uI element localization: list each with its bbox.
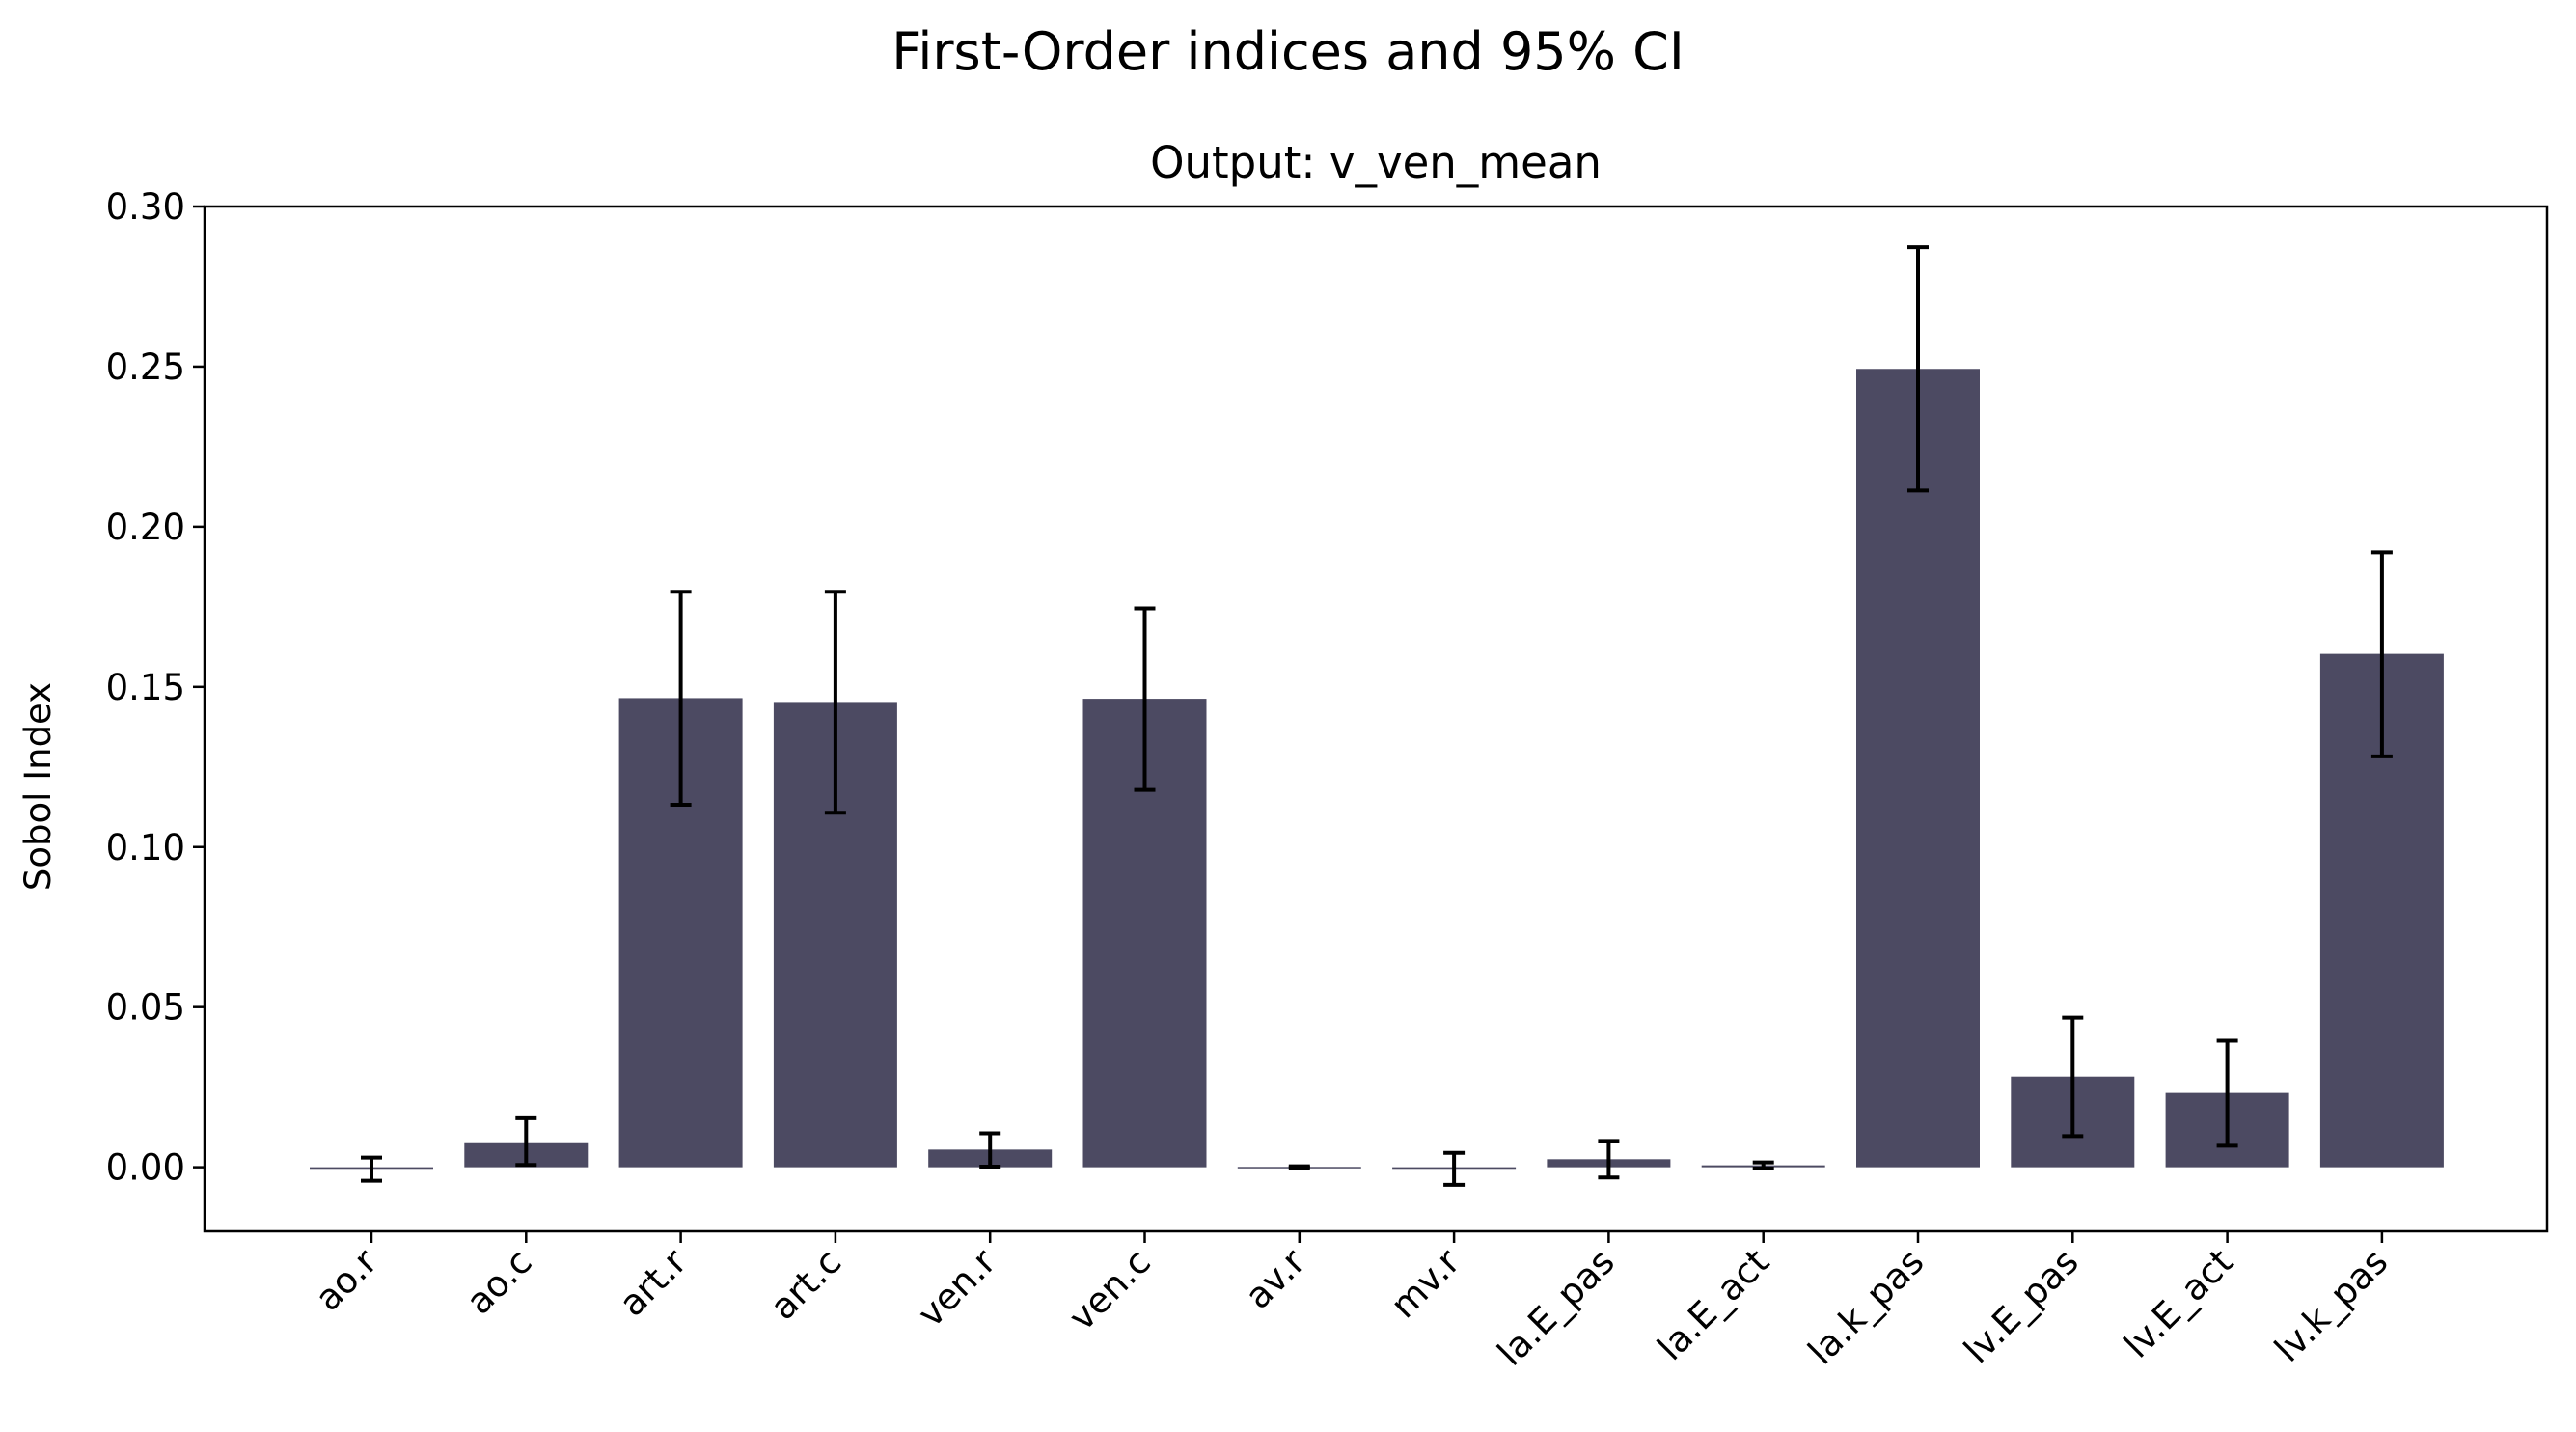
errorbar-mv.r xyxy=(1443,1150,1466,1187)
x-tick-label: ven.c xyxy=(1061,1241,1159,1338)
errorbar-la.k_pas xyxy=(1907,245,1929,493)
x-tick-label: art.c xyxy=(762,1241,849,1328)
errorbar-lv.k_pas xyxy=(2370,550,2393,758)
y-tick-label: 0.25 xyxy=(106,346,185,388)
errorbar-lv.E_pas xyxy=(2062,1015,2084,1139)
y-tick-label: 0.05 xyxy=(106,987,185,1029)
x-tick-label: lv.E_pas xyxy=(1956,1241,2086,1371)
x-tick-label: la.k_pas xyxy=(1800,1241,1932,1373)
x-tick-label: ao.c xyxy=(458,1241,540,1323)
figure-title: First-Order indices and 95% CI xyxy=(891,21,1685,82)
x-tick-label: lv.E_act xyxy=(2116,1241,2241,1366)
errorbar-ven.c xyxy=(1134,606,1156,792)
errorbar-ao.r xyxy=(361,1155,382,1183)
y-tick-label: 0.20 xyxy=(106,507,185,548)
x-tick-label: art.r xyxy=(611,1240,695,1324)
y-tick-label: 0.10 xyxy=(106,827,185,868)
x-tick-label: mv.r xyxy=(1383,1240,1468,1326)
errorbar-ao.c xyxy=(515,1115,537,1168)
bar-la.k_pas xyxy=(1856,369,1980,1168)
errorbar-ven.r xyxy=(979,1131,1001,1169)
bars-layer xyxy=(310,369,2444,1170)
x-tick-label: av.r xyxy=(1237,1240,1314,1317)
x-tick-label: lv.k_pas xyxy=(2266,1241,2396,1370)
x-tick-label: la.E_act xyxy=(1650,1241,1777,1368)
y-axis: 0.00 0.05 0.10 0.15 0.20 0.25 0.30 xyxy=(106,186,205,1189)
chart-title: Output: v_ven_mean xyxy=(1150,137,1602,188)
x-tick-label: ven.r xyxy=(910,1240,1004,1335)
x-axis: ao.r ao.c art.r art.c ven.r ven.c av.r mv.r la.E… xyxy=(307,1231,2396,1374)
errorbars-layer xyxy=(361,245,2393,1187)
y-tick-label: 0.30 xyxy=(106,186,185,228)
errorbar-art.r xyxy=(670,590,692,807)
errorbar-av.r xyxy=(1288,1164,1310,1170)
errorbar-art.c xyxy=(824,590,846,815)
x-tick-label: ao.r xyxy=(307,1240,386,1319)
y-tick-label: 0.00 xyxy=(106,1147,185,1189)
y-tick-label: 0.15 xyxy=(106,667,185,708)
plot-frame xyxy=(203,205,2549,1233)
errorbar-lv.E_act xyxy=(2216,1038,2238,1148)
errorbar-la.E_act xyxy=(1752,1160,1774,1170)
errorbar-la.E_pas xyxy=(1598,1139,1620,1180)
x-tick-label: la.E_pas xyxy=(1490,1241,1623,1374)
